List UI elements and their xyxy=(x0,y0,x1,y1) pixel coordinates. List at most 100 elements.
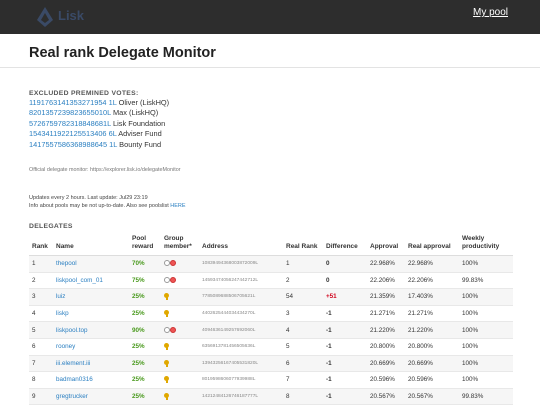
col-address[interactable]: Address xyxy=(199,235,283,256)
col-difference[interactable]: Difference xyxy=(323,235,367,256)
group-member-cell xyxy=(161,272,199,290)
delegate-name-link[interactable]: thepool xyxy=(53,255,129,273)
vote-address-link[interactable]: 8201357239823655010L xyxy=(29,108,111,118)
col-real-approval[interactable]: Real approval xyxy=(405,235,459,256)
group-member-cell xyxy=(161,321,199,339)
rank-cell: 5 xyxy=(29,321,53,339)
productivity-cell: 100% xyxy=(459,371,513,389)
vote-address-link[interactable]: 1543411922125513406 6L xyxy=(29,129,117,139)
group-member-toggle-icon xyxy=(164,276,178,284)
address-cell: 14593474056247442712L xyxy=(199,272,283,290)
delegate-name-link[interactable]: liskpool.top xyxy=(53,321,129,339)
approval-cell: 20.669% xyxy=(367,355,405,373)
map-pin-icon xyxy=(164,309,169,317)
difference-cell: -1 xyxy=(323,338,367,356)
top-navbar: Lisk My pool xyxy=(0,0,540,34)
real-approval-cell: 22.206% xyxy=(405,272,459,290)
real-rank-cell: 54 xyxy=(283,288,323,306)
delegate-name-link[interactable]: badman0316 xyxy=(53,371,129,389)
delegate-name-link[interactable]: gregtrucker xyxy=(53,388,129,405)
vote-address-link[interactable]: 1191763141353271954 1L xyxy=(29,98,117,107)
divider xyxy=(0,67,540,68)
rank-cell: 9 xyxy=(29,388,53,405)
map-pin-icon xyxy=(164,293,169,301)
group-member-cell xyxy=(161,338,199,356)
col-approval[interactable]: Approval xyxy=(367,235,405,256)
rank-cell: 2 xyxy=(29,272,53,290)
real-approval-cell: 20.800% xyxy=(405,338,459,356)
productivity-cell: 100% xyxy=(459,355,513,373)
col-pool-reward[interactable]: Pool reward xyxy=(129,235,161,256)
vote-address-link[interactable]: 5726759782318848681L xyxy=(29,118,111,128)
pool-reward-cell: 25% xyxy=(129,288,161,306)
excluded-vote-item: 5726759782318848681L Lisk Foundation xyxy=(29,119,169,129)
vote-owner-name: Oliver (LiskHQ) xyxy=(118,98,170,107)
col-group-member[interactable]: Group member* xyxy=(161,235,199,256)
poolslist-link[interactable]: HERE xyxy=(170,203,186,209)
excluded-votes-list: 1191763141353271954 1L Oliver (LiskHQ) 82… xyxy=(29,98,169,150)
approval-cell: 21.359% xyxy=(367,288,405,306)
vote-owner-name: Bounty Fund xyxy=(119,139,162,149)
table-row: 8 badman0316 25% 8019598606077939988L 7 -1 20.… xyxy=(29,371,513,389)
table-row: 7 iii.element.iii 25% 13943256167405531820L… xyxy=(29,355,513,373)
difference-cell: -1 xyxy=(323,321,367,339)
address-cell: 4402625444034434270L xyxy=(199,305,283,323)
difference-cell: -1 xyxy=(323,355,367,373)
address-cell: 10839494368003872009L xyxy=(199,255,283,273)
real-rank-cell: 3 xyxy=(283,305,323,323)
group-member-cell xyxy=(161,388,199,405)
real-rank-cell: 1 xyxy=(283,255,323,273)
delegate-name-link[interactable]: liskpool_com_01 xyxy=(53,272,129,290)
map-pin-icon xyxy=(164,376,169,384)
real-approval-cell: 21.220% xyxy=(405,321,459,339)
table-header-row: Rank Name Pool reward Group member* Addr… xyxy=(29,235,513,256)
table-row: 4 liskp 25% 4402625444034434270L 3 -1 21.271% 2… xyxy=(29,305,513,323)
logo[interactable]: Lisk xyxy=(36,6,84,28)
group-member-toggle-icon xyxy=(164,326,178,334)
group-member-cell xyxy=(161,255,199,273)
approval-cell: 20.596% xyxy=(367,371,405,389)
my-pool-link[interactable]: My pool xyxy=(472,7,508,18)
excluded-vote-item: 8201357239823655010L Max (LiskHQ) xyxy=(29,108,169,118)
delegate-name-link[interactable]: liskp xyxy=(53,305,129,323)
address-cell: 14212484126746187777L xyxy=(199,388,283,405)
address-cell: 7785089688506705621L xyxy=(199,288,283,306)
table-row: 5 liskpool.top 90% 4094636149257692060L 4 -1 2… xyxy=(29,321,513,339)
address-cell: 4094636149257692060L xyxy=(199,321,283,339)
productivity-cell: 100% xyxy=(459,255,513,273)
col-weekly-productivity[interactable]: Weekly productivity xyxy=(459,235,513,256)
real-approval-cell: 17.403% xyxy=(405,288,459,306)
real-approval-cell: 20.567% xyxy=(405,388,459,405)
real-rank-cell: 8 xyxy=(283,388,323,405)
approval-cell: 21.271% xyxy=(367,305,405,323)
pool-reward-cell: 75% xyxy=(129,272,161,290)
productivity-cell: 100% xyxy=(459,338,513,356)
real-rank-cell: 2 xyxy=(283,272,323,290)
col-name[interactable]: Name xyxy=(53,235,129,256)
delegate-name-link[interactable]: luiz xyxy=(53,288,129,306)
real-rank-cell: 5 xyxy=(283,338,323,356)
lisk-logo-icon xyxy=(37,7,53,27)
rank-cell: 7 xyxy=(29,355,53,373)
excluded-votes-heading: EXCLUDED PREMINED VOTES: xyxy=(29,90,139,97)
real-approval-cell: 22.968% xyxy=(405,255,459,273)
update-info: Updates every 2 hours. Last update: Jul2… xyxy=(29,194,186,210)
difference-cell: -1 xyxy=(323,305,367,323)
real-rank-cell: 4 xyxy=(283,321,323,339)
map-pin-icon xyxy=(164,392,169,400)
col-rank[interactable]: Rank xyxy=(29,235,53,256)
vote-owner-name: Max (LiskHQ) xyxy=(113,108,159,118)
official-monitor-note: Official delegate monitor: https://explo… xyxy=(29,167,181,173)
rank-cell: 3 xyxy=(29,288,53,306)
pool-reward-cell: 70% xyxy=(129,255,161,273)
delegate-name-link[interactable]: rooney xyxy=(53,338,129,356)
real-approval-cell: 20.596% xyxy=(405,371,459,389)
excluded-vote-item: 1191763141353271954 1L Oliver (LiskHQ) xyxy=(29,98,169,108)
pool-reward-cell: 25% xyxy=(129,338,161,356)
vote-address-link[interactable]: 1417557586368988645 1L xyxy=(29,139,118,149)
col-real-rank[interactable]: Real Rank xyxy=(283,235,323,256)
real-rank-cell: 6 xyxy=(283,355,323,373)
approval-cell: 22.206% xyxy=(367,272,405,290)
pool-reward-cell: 25% xyxy=(129,371,161,389)
delegate-name-link[interactable]: iii.element.iii xyxy=(53,355,129,373)
